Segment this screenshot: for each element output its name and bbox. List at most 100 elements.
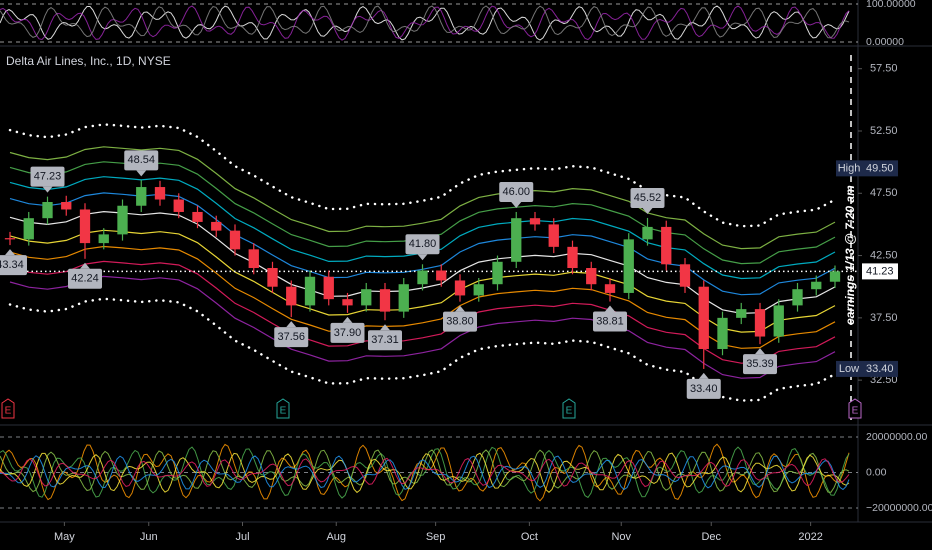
x-tick-label: Jul — [235, 531, 249, 543]
candle-body — [211, 221, 222, 231]
candle-body — [23, 218, 34, 240]
y-tick-label: 0.00000 — [866, 36, 904, 48]
candle-body — [754, 309, 766, 337]
candle-body — [42, 201, 53, 219]
pivot-box — [630, 187, 665, 208]
pivot-label: 38.81 — [596, 315, 624, 327]
pivot-label: 38.80 — [446, 316, 474, 328]
pivot-box — [443, 311, 477, 332]
oscillator-line — [0, 449, 850, 493]
candle-body — [623, 239, 634, 293]
candle-body — [304, 276, 316, 306]
y-tick-label: 20000000.00 — [866, 431, 927, 443]
earnings-label: E — [280, 406, 287, 417]
candle-body — [473, 284, 484, 296]
y-tick-label: 47.50 — [870, 187, 898, 199]
candle-body — [117, 205, 128, 235]
pivot-label: 43.34 — [0, 259, 24, 271]
pivot-label: 46.00 — [502, 186, 530, 198]
candle-body — [4, 238, 16, 240]
pivot-label: 33.40 — [690, 383, 718, 395]
last-price-label: 41.23 — [866, 265, 894, 277]
candle-body — [379, 289, 391, 312]
price-name-box — [836, 360, 862, 377]
pivot-pointer — [80, 262, 90, 269]
last-price-box — [862, 263, 898, 280]
x-tick-label: Sep — [426, 531, 446, 543]
y-tick-label: −20000000.00 — [866, 502, 932, 514]
y-tick-label: 57.50 — [870, 63, 898, 75]
indicator-band — [9, 245, 836, 349]
candle-body — [286, 286, 297, 306]
x-tick-label: Dec — [701, 531, 721, 543]
pivot-label: 41.80 — [409, 238, 437, 250]
candle-body — [586, 268, 597, 285]
indicator-band — [9, 275, 836, 379]
pivot-pointer — [5, 249, 15, 256]
x-tick-label: Nov — [611, 531, 631, 543]
candle-body — [567, 246, 578, 269]
oscillator-line — [0, 455, 850, 491]
candle-body — [342, 299, 353, 306]
candle-body — [604, 284, 616, 293]
pivot-label: 47.23 — [34, 171, 62, 183]
pivot-box — [593, 311, 627, 332]
x-tick-label: Oct — [521, 531, 538, 543]
candle-body — [79, 209, 91, 244]
pivot-label: 37.31 — [371, 334, 399, 346]
pivot-box — [499, 181, 534, 202]
price-name: Low — [839, 363, 859, 375]
candle-body — [417, 270, 428, 285]
oscillator-line — [0, 446, 850, 499]
price-value-box — [862, 360, 898, 377]
oscillator-line — [0, 457, 850, 488]
indicator-band — [9, 146, 836, 250]
earnings-marker — [562, 398, 576, 419]
earnings-label: E — [852, 406, 859, 417]
pivot-box — [0, 255, 27, 276]
pivot-box — [274, 327, 309, 348]
pivot-pointer — [642, 207, 653, 214]
candle-body — [511, 218, 522, 262]
pivot-label: 45.52 — [634, 192, 662, 204]
annotation: earnings 1/13 @ 7:20 am — [843, 185, 857, 325]
pivot-pointer — [286, 321, 297, 328]
price-name: High — [838, 162, 861, 174]
pivot-pointer — [42, 186, 53, 193]
pivot-pointer — [605, 305, 615, 312]
pivot-box — [124, 150, 159, 171]
candle-body — [792, 289, 803, 306]
candle-body — [229, 230, 241, 250]
candle-body — [98, 234, 109, 244]
oscillator-line — [0, 5, 850, 39]
pivot-label: 35.39 — [746, 358, 774, 370]
pivot-box — [330, 322, 365, 343]
pivot-box — [743, 354, 777, 375]
y-tick-label: 32.50 — [870, 374, 898, 386]
y-tick-label: 100.00000 — [866, 0, 916, 10]
x-tick-label: 2022 — [798, 531, 822, 543]
pivot-pointer — [417, 254, 428, 261]
pivot-pointer — [455, 305, 465, 312]
pivot-pointer — [380, 324, 390, 331]
candle-body — [773, 305, 784, 337]
earnings-label: E — [5, 406, 12, 417]
indicator-band — [9, 260, 836, 364]
price-value: 49.50 — [866, 162, 894, 174]
candle-body — [192, 211, 203, 222]
candle-body — [736, 309, 747, 318]
candle-body — [454, 280, 466, 296]
price-value-box — [862, 160, 898, 177]
earnings-label: E — [566, 406, 573, 417]
candle-body — [154, 187, 166, 200]
pivot-pointer — [136, 170, 147, 177]
pivot-label: 42.24 — [71, 273, 99, 285]
candle-body — [136, 187, 147, 206]
candle-body — [492, 261, 503, 285]
candle-body — [361, 289, 372, 306]
candle-body — [661, 226, 672, 265]
x-tick-label: Aug — [326, 531, 346, 543]
oscillator-line — [0, 452, 850, 494]
